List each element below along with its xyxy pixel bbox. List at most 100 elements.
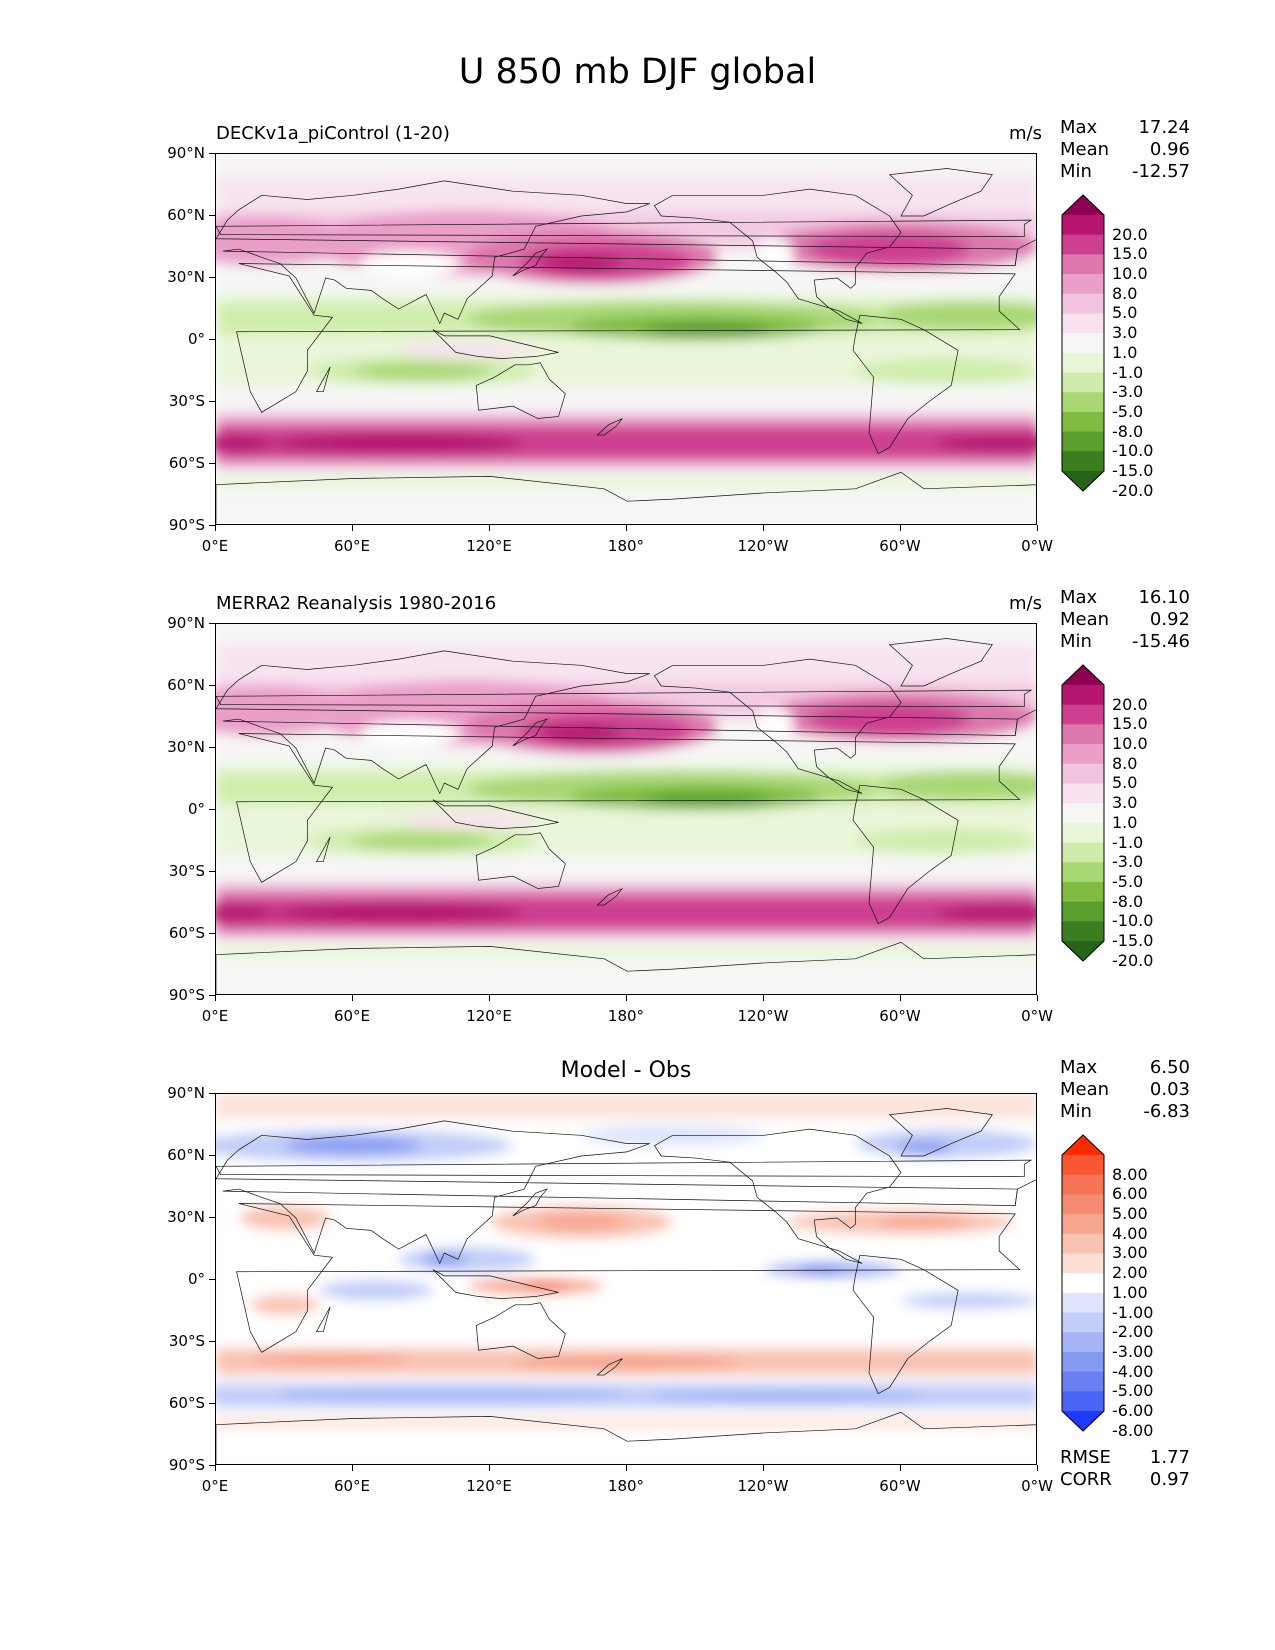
colorbar-tick-label: 20.0 bbox=[1112, 224, 1148, 244]
colorbar-tick-label: -2.00 bbox=[1112, 1322, 1154, 1342]
colorbar-tick-label: 3.0 bbox=[1112, 323, 1138, 343]
stat-value: 0.03 bbox=[1149, 1079, 1190, 1100]
y-tick bbox=[209, 214, 215, 216]
colorbar-tick-label: -3.0 bbox=[1112, 382, 1144, 402]
y-tick-label: 30°N bbox=[167, 738, 205, 756]
field-contour bbox=[935, 435, 1036, 452]
y-tick-label: 60°N bbox=[167, 206, 205, 224]
x-tick bbox=[351, 995, 353, 1001]
x-tick bbox=[625, 1465, 627, 1471]
colorbar-extend-min bbox=[1062, 471, 1104, 491]
field-contour bbox=[935, 905, 1036, 922]
x-tick-label: 180° bbox=[607, 1477, 645, 1495]
colorbar-segment bbox=[1062, 411, 1104, 433]
colorbar-tick-label: -1.0 bbox=[1112, 362, 1144, 382]
y-tick-label: 90°S bbox=[168, 986, 205, 1004]
colorbar-segment bbox=[1062, 842, 1104, 863]
coastline bbox=[888, 168, 993, 217]
colorbar-segment bbox=[1062, 901, 1104, 922]
stat-value: 0.96 bbox=[1149, 139, 1190, 160]
x-tick-label: 0°E bbox=[201, 1007, 229, 1025]
x-tick bbox=[351, 525, 353, 531]
coastline bbox=[653, 1128, 902, 1264]
colorbar-tick-label: -3.0 bbox=[1112, 852, 1144, 872]
field-contour bbox=[353, 832, 490, 850]
field-band bbox=[216, 946, 1036, 959]
y-tick bbox=[209, 524, 215, 526]
y-tick bbox=[209, 1216, 215, 1218]
x-tick bbox=[1036, 1465, 1038, 1471]
coastline bbox=[653, 658, 902, 794]
colorbar-segment bbox=[1062, 1233, 1104, 1254]
colorbar-segment bbox=[1062, 1273, 1104, 1294]
colorbar-tick-label: -5.0 bbox=[1112, 401, 1144, 421]
x-tick-label: 60°E bbox=[333, 1477, 371, 1495]
field-contour bbox=[398, 1246, 536, 1272]
x-tick-label: 60°W bbox=[879, 1007, 921, 1025]
colorbar-tick-label: 1.00 bbox=[1112, 1282, 1148, 1302]
y-tick bbox=[209, 1092, 215, 1094]
stat-value: -15.46 bbox=[1131, 631, 1190, 652]
x-tick-label: 180° bbox=[607, 537, 645, 555]
coastline bbox=[475, 1302, 566, 1359]
x-tick-label: 0°W bbox=[1021, 1477, 1053, 1495]
colorbar-segment bbox=[1062, 392, 1104, 413]
colorbar-segment bbox=[1062, 352, 1104, 374]
field-contour bbox=[855, 358, 1036, 384]
colorbar-tick-label: 2.00 bbox=[1112, 1263, 1148, 1283]
colorbar-tick-label: -15.0 bbox=[1112, 931, 1154, 950]
colorbar-segment bbox=[1062, 431, 1104, 452]
field-contour bbox=[250, 1352, 411, 1365]
y-tick bbox=[209, 870, 215, 872]
colorbar-segment bbox=[1062, 822, 1104, 844]
colorbar-segment bbox=[1062, 921, 1104, 942]
field-band bbox=[216, 488, 1036, 524]
stat-label: Max bbox=[1060, 587, 1098, 608]
panel-2-units: m/s bbox=[1009, 593, 1042, 614]
colorbar-segment bbox=[1062, 333, 1104, 354]
colorbar-tick-label: -5.0 bbox=[1112, 871, 1144, 891]
field-contour bbox=[878, 300, 1036, 330]
colorbar-tick-label: -1.00 bbox=[1112, 1302, 1154, 1322]
stat-label: RMSE bbox=[1060, 1447, 1111, 1468]
coastline bbox=[432, 329, 559, 359]
colorbar-tick-label: 5.0 bbox=[1112, 773, 1138, 793]
y-tick bbox=[209, 1402, 215, 1404]
colorbar-tick-label: 15.0 bbox=[1112, 714, 1148, 734]
colorbar-tick-label: -3.00 bbox=[1112, 1341, 1154, 1361]
panel-3-title: Model - Obs bbox=[560, 1058, 692, 1083]
stat-label: Mean bbox=[1060, 609, 1110, 630]
colorbar-tick-label: 4.00 bbox=[1112, 1223, 1148, 1243]
y-tick bbox=[209, 994, 215, 996]
panel-2-colorbar bbox=[1061, 664, 1105, 962]
field-contour bbox=[757, 708, 794, 738]
panel-3-stats: Max 6.50 Mean 0.03 Min -6.83 bbox=[1060, 1057, 1190, 1123]
y-tick bbox=[209, 808, 215, 810]
colorbar-tick-label: -8.0 bbox=[1112, 421, 1144, 441]
stat-label: Mean bbox=[1060, 1079, 1110, 1100]
map-field bbox=[216, 624, 1036, 994]
x-tick bbox=[762, 1465, 764, 1471]
x-tick bbox=[214, 525, 216, 531]
x-tick-label: 120°E bbox=[466, 1477, 512, 1495]
colorbar-segment bbox=[1062, 274, 1104, 295]
field-contour bbox=[353, 362, 490, 380]
colorbar-extend-min bbox=[1062, 941, 1104, 961]
y-tick-label: 90°N bbox=[167, 1084, 205, 1102]
colorbar-segment bbox=[1062, 1391, 1104, 1412]
coastline bbox=[852, 1254, 959, 1395]
stat-row: Mean 0.03 bbox=[1060, 1079, 1190, 1101]
field-contour bbox=[757, 238, 794, 268]
coastline bbox=[475, 832, 566, 889]
stat-value: -6.83 bbox=[1143, 1101, 1190, 1122]
field-contour bbox=[878, 770, 1036, 800]
colorbar-tick-label: -8.0 bbox=[1112, 891, 1144, 911]
colorbar-segment bbox=[1062, 234, 1104, 255]
coastline bbox=[596, 418, 623, 436]
panel-3-map bbox=[215, 1093, 1037, 1465]
field-band bbox=[216, 929, 1036, 939]
stat-label: Mean bbox=[1060, 139, 1110, 160]
stat-value: 17.24 bbox=[1138, 117, 1190, 138]
colorbar-tick-label: 8.0 bbox=[1112, 283, 1138, 303]
field-contour bbox=[216, 435, 274, 452]
